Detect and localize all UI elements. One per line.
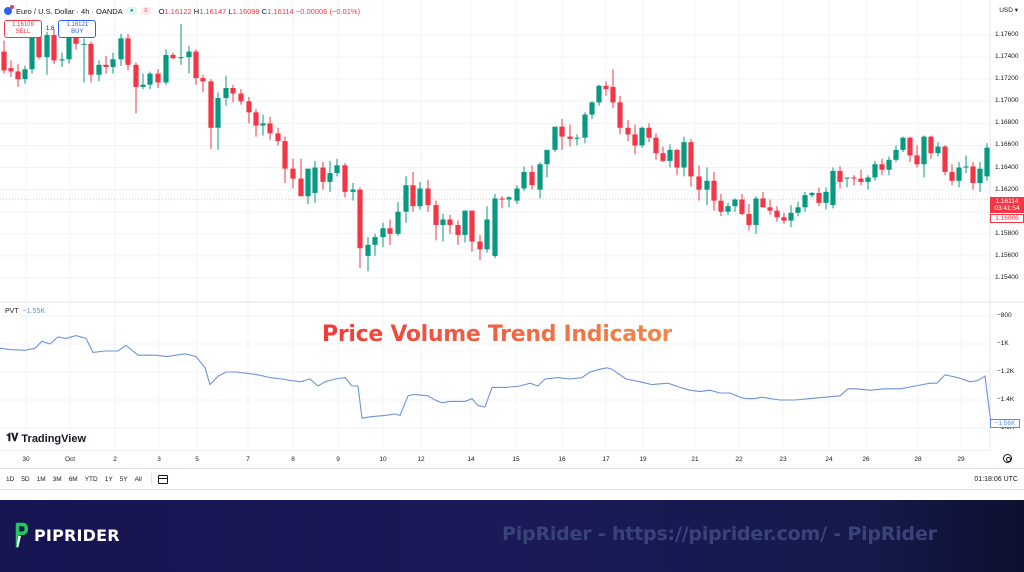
price-axis-label: 1.16400 bbox=[995, 163, 1019, 171]
time-axis-tick: 12 bbox=[417, 456, 425, 463]
pvt-axis-label: −1.4K bbox=[997, 396, 1015, 403]
last-price-tag: 1.16114 03:41:54 bbox=[990, 197, 1024, 213]
time-axis-tick: 19 bbox=[639, 456, 647, 463]
overlay-title: Price Volume Trend Indicator bbox=[322, 322, 673, 347]
range-button-5y[interactable]: 5Y bbox=[119, 475, 128, 483]
time-axis-tick: 10 bbox=[379, 456, 387, 463]
price-axis-label: 1.15600 bbox=[995, 251, 1019, 259]
price-change: −0.00006 (−0.01%) bbox=[295, 6, 361, 16]
range-button-ytd[interactable]: YTD bbox=[84, 475, 98, 483]
time-axis-tick: 17 bbox=[602, 456, 610, 463]
time-axis-tick: 16 bbox=[558, 456, 566, 463]
time-axis-tick: 23 bbox=[779, 456, 787, 463]
bar-countdown: 03:41:54 bbox=[994, 205, 1020, 212]
chart-settings-icon[interactable] bbox=[1003, 454, 1012, 463]
time-axis-tick: 14 bbox=[467, 456, 475, 463]
range-button-3m[interactable]: 3M bbox=[52, 475, 62, 483]
range-buttons: 1D 5D 1M 3M 6M YTD 1Y 5Y All bbox=[6, 476, 149, 483]
bottom-toolbar: 1D 5D 1M 3M 6M YTD 1Y 5Y All 01:18:06 UTC bbox=[0, 468, 1024, 490]
pvt-axis-label: −1.2K bbox=[997, 368, 1015, 375]
time-axis-tick: 26 bbox=[862, 456, 870, 463]
pvt-legend[interactable]: PVT −1.55K bbox=[5, 308, 46, 315]
price-axis-label: 1.15800 bbox=[995, 229, 1019, 237]
divider bbox=[150, 473, 152, 485]
range-button-1m[interactable]: 1M bbox=[36, 475, 46, 483]
piprider-brand[interactable]: PIPRIDER bbox=[14, 520, 120, 550]
clock-utc[interactable]: 01:18:06 UTC bbox=[974, 476, 1018, 483]
price-axis-label: 1.17400 bbox=[995, 53, 1019, 61]
piprider-logo-icon bbox=[15, 522, 28, 548]
time-axis-tick: 22 bbox=[735, 456, 743, 463]
tradingview-mark-icon: 𝟏𝐕 bbox=[6, 432, 18, 444]
time-axis-tick: 24 bbox=[825, 456, 833, 463]
time-axis-tick: 5 bbox=[195, 456, 199, 463]
symbol-title[interactable]: Euro / U.S. Dollar · 4h · OANDA bbox=[16, 6, 123, 16]
time-axis-tick: 29 bbox=[957, 456, 965, 463]
time-axis-tick: 7 bbox=[246, 456, 250, 463]
chart-area[interactable]: Euro / U.S. Dollar · 4h · OANDA ● ≡ O1.1… bbox=[0, 0, 1024, 500]
time-axis-tick: 9 bbox=[336, 456, 340, 463]
pvt-axis-label: −1K bbox=[997, 340, 1009, 347]
price-axis-label: 1.16600 bbox=[995, 141, 1019, 149]
footer-banner: PIPRIDER PipRider - https://piprider.com… bbox=[0, 500, 1024, 572]
price-axis-label: 1.17000 bbox=[995, 97, 1019, 105]
range-button-5d[interactable]: 5D bbox=[21, 475, 30, 483]
time-axis-tick: 21 bbox=[691, 456, 699, 463]
time-axis-tick: 3 bbox=[157, 456, 161, 463]
range-button-1y[interactable]: 1Y bbox=[104, 475, 113, 483]
price-chart-canvas[interactable] bbox=[0, 0, 1024, 450]
sell-button[interactable]: 1.16109 SELL bbox=[4, 20, 42, 38]
symbol-legend: Euro / U.S. Dollar · 4h · OANDA ● ≡ O1.1… bbox=[4, 4, 360, 18]
price-axis-label: 1.15400 bbox=[995, 273, 1019, 281]
tradingview-logo[interactable]: 𝟏𝐕 TradingView bbox=[6, 432, 87, 445]
ohlc-values: O1.16122 H1.16147 L1.16099 C1.16114 −0.0… bbox=[158, 6, 361, 16]
time-axis-tick: 15 bbox=[512, 456, 520, 463]
time-axis-tick: Oct bbox=[64, 456, 76, 463]
flags-icon[interactable]: ≡ bbox=[140, 7, 151, 15]
time-axis-tick: 8 bbox=[291, 456, 295, 463]
euro-dollar-flag-icon bbox=[4, 5, 14, 15]
time-axis-tick: 30 bbox=[22, 456, 30, 463]
buy-button[interactable]: 1.16121 BUY bbox=[58, 20, 97, 38]
time-axis-tick: 28 bbox=[914, 456, 922, 463]
currency-selector[interactable]: USD ▾ bbox=[999, 7, 1018, 14]
range-button-1d[interactable]: 1D bbox=[6, 475, 15, 483]
watermark-text: PipRider - https://piprider.com/ - PipRi… bbox=[502, 523, 937, 545]
price-axis-label: 1.17600 bbox=[995, 31, 1019, 38]
pvt-value: −1.55K bbox=[22, 308, 46, 315]
market-open-icon: ● bbox=[126, 7, 137, 15]
trade-buttons: 1.16109 SELL 1.6 1.16121 BUY bbox=[4, 20, 97, 38]
pvt-axis-label: −800 bbox=[997, 312, 1012, 319]
price-axis-label: 1.17200 bbox=[995, 75, 1019, 83]
time-axis-tick: 2 bbox=[113, 456, 117, 463]
range-button-all[interactable]: All bbox=[134, 475, 142, 483]
time-axis[interactable]: 30 Oct 2 3 5 7 8 9 10 12 14 15 16 17 19 21 22 23 24 26 28 29 bbox=[0, 450, 990, 468]
bid-price-tag: 1.16006 bbox=[990, 214, 1024, 223]
spread-value: 1.6 bbox=[46, 26, 55, 32]
price-axis-label: 1.16800 bbox=[995, 119, 1019, 127]
price-axis-label: 1.16200 bbox=[995, 185, 1019, 193]
range-button-6m[interactable]: 6M bbox=[68, 475, 78, 483]
go-to-date-calendar-icon[interactable] bbox=[157, 474, 168, 484]
pvt-last-value-tag: −1.56K bbox=[990, 419, 1020, 428]
